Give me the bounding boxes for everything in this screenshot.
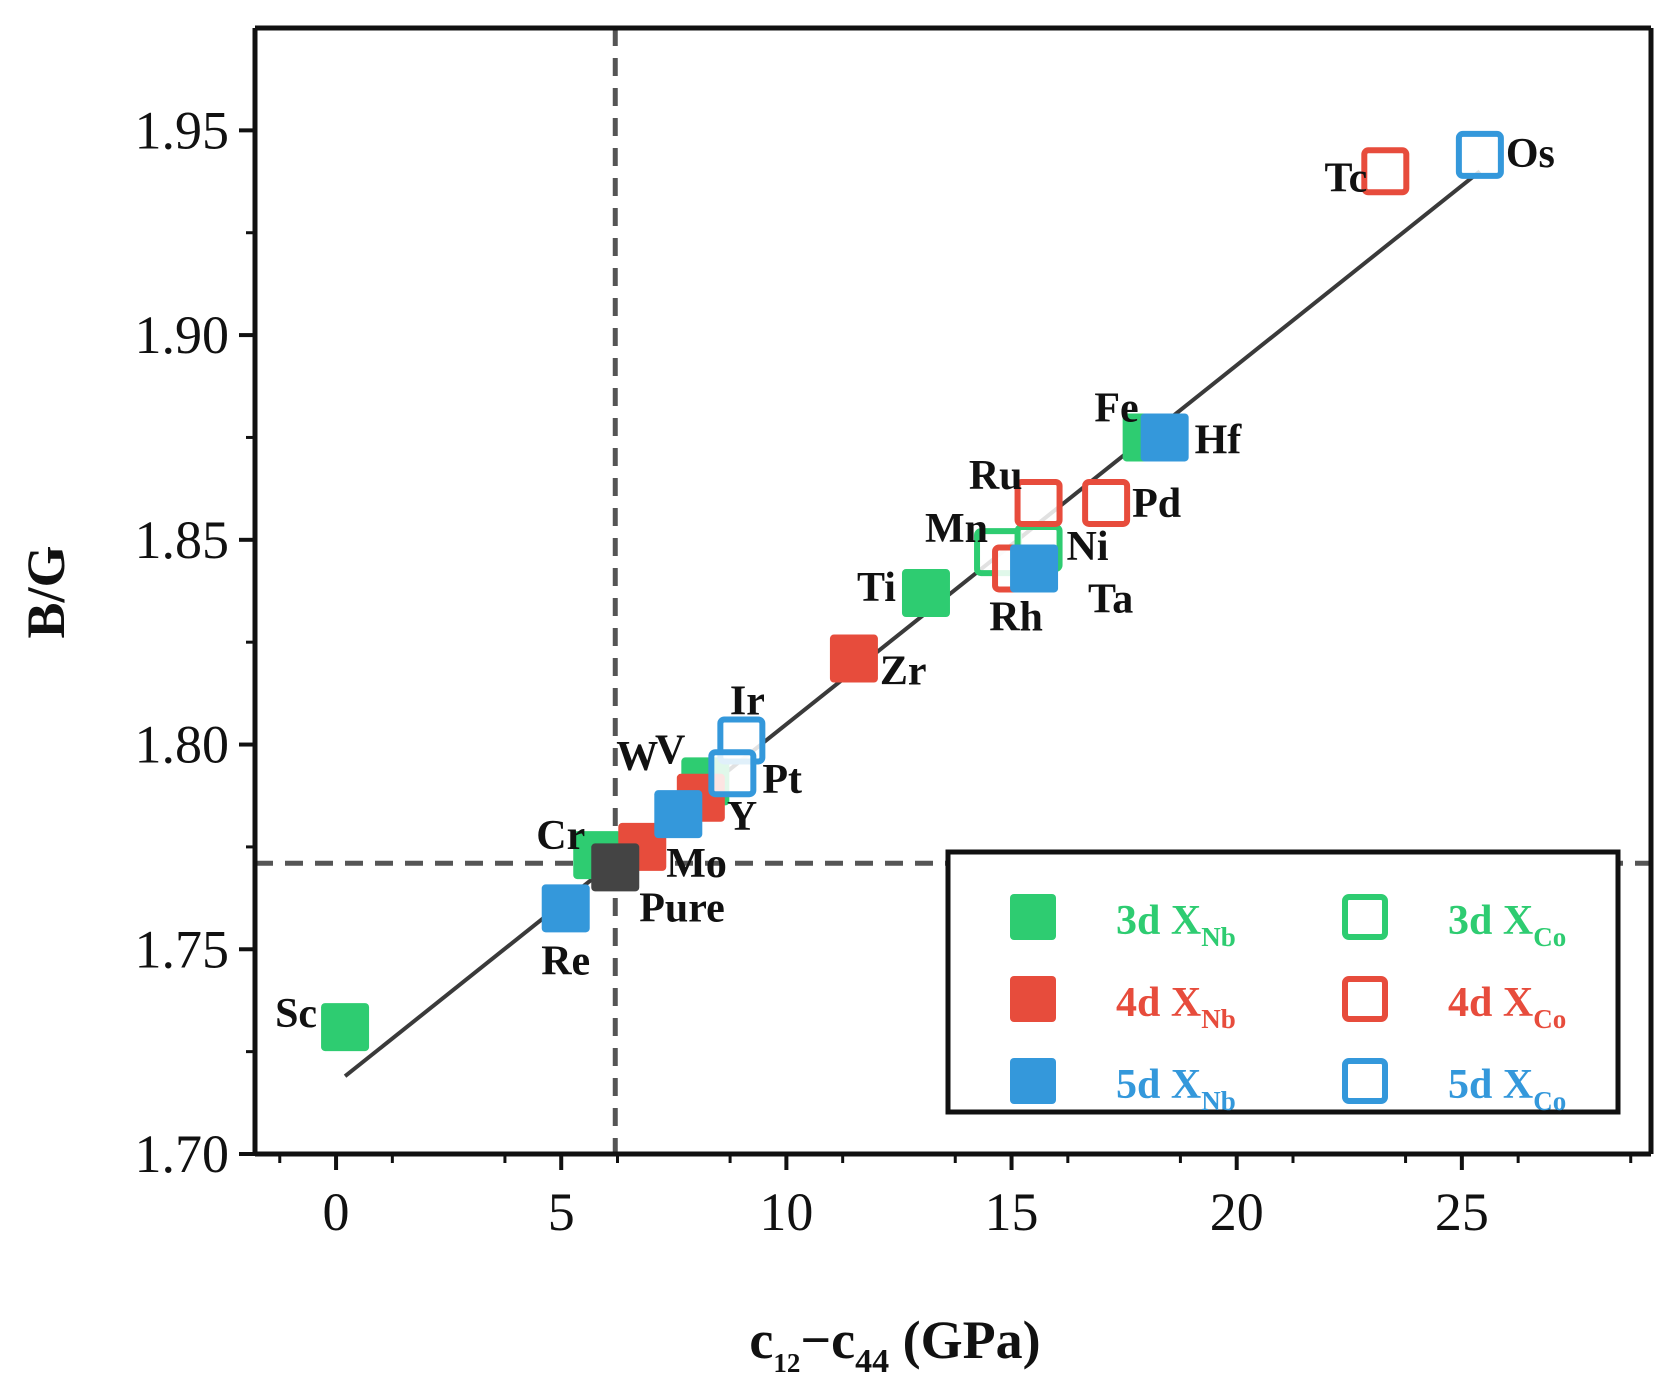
legend-label-4d-co: 4d XCo xyxy=(1448,980,1566,1034)
label-fe: Fe xyxy=(1094,385,1138,431)
label-ir: Ir xyxy=(730,678,765,724)
label-pt: Pt xyxy=(762,757,802,803)
x-axis-title: c12−c44 (GPa) xyxy=(749,1310,1040,1380)
point-sc xyxy=(321,1003,370,1052)
label-ta: Ta xyxy=(1088,576,1133,622)
legend-marker-3d-open xyxy=(1342,894,1388,940)
y-tick-label: 1.75 xyxy=(135,919,230,979)
legend-marker-4d-filled xyxy=(1010,976,1056,1022)
point-ti xyxy=(901,569,950,618)
legend-marker-5d-filled xyxy=(1010,1058,1056,1104)
label-v: V xyxy=(655,727,685,773)
point-ta xyxy=(1010,544,1059,593)
x-tick-label: 10 xyxy=(759,1182,813,1242)
legend: 3d XNb 3d XCo 4d XNb 4d XCo 5d XNb 5d XCo xyxy=(945,849,1621,1116)
legend-marker-5d-open xyxy=(1342,1058,1388,1104)
label-mn: Mn xyxy=(925,506,988,552)
label-pd: Pd xyxy=(1132,481,1181,527)
x-tick-label: 0 xyxy=(323,1182,350,1242)
label-os: Os xyxy=(1506,131,1555,177)
legend-label-3d-co: 3d XCo xyxy=(1448,898,1566,952)
point-re xyxy=(541,884,590,933)
legend-label-5d-nb: 5d XNb xyxy=(1116,1062,1236,1116)
point-pure xyxy=(591,843,640,892)
linear-fit-line xyxy=(343,169,1482,1078)
y-axis-title: B/G xyxy=(16,545,76,638)
label-ti: Ti xyxy=(857,565,896,611)
x-tick-label: 5 xyxy=(548,1182,575,1242)
x-tick-label: 20 xyxy=(1210,1182,1264,1242)
point-os xyxy=(1455,130,1504,179)
label-hf: Hf xyxy=(1195,417,1243,463)
label-rh: Rh xyxy=(989,594,1043,640)
label-tc: Tc xyxy=(1324,155,1367,201)
y-tick-label: 1.95 xyxy=(135,100,230,160)
point-pd xyxy=(1082,478,1131,527)
label-pure: Pure xyxy=(639,885,725,931)
legend-label-5d-co: 5d XCo xyxy=(1448,1062,1566,1116)
fit-line-layer xyxy=(343,169,1482,1078)
label-zr: Zr xyxy=(880,649,927,695)
point-tc xyxy=(1361,147,1410,196)
legend-marker-4d-open xyxy=(1342,976,1388,1022)
y-tick-label: 1.70 xyxy=(135,1124,230,1184)
x-tick-label: 15 xyxy=(985,1182,1039,1242)
axes: 0 5 10 15 20 25 1.70 1.75 1.80 1.85 1.90 1.95 xyxy=(135,25,1654,1242)
label-cr: Cr xyxy=(536,813,585,859)
label-ni: Ni xyxy=(1067,524,1109,570)
y-tick-label: 1.90 xyxy=(135,305,230,365)
point-pt xyxy=(708,749,757,798)
label-y: Y xyxy=(727,794,757,840)
legend-box xyxy=(945,849,1621,1115)
legend-label-3d-nb: 3d XNb xyxy=(1116,898,1236,952)
data-points xyxy=(321,130,1504,1052)
y-tick-label: 1.80 xyxy=(135,715,230,775)
point-hf xyxy=(1140,413,1189,462)
label-ru: Ru xyxy=(969,453,1023,499)
point-zr xyxy=(829,634,878,683)
label-w: W xyxy=(616,734,658,780)
point-ru xyxy=(1014,478,1063,527)
point-w xyxy=(654,790,703,839)
legend-label-4d-nb: 4d XNb xyxy=(1116,980,1236,1034)
label-mo: Mo xyxy=(666,841,727,887)
x-tick-label: 25 xyxy=(1435,1182,1489,1242)
label-re: Re xyxy=(541,938,590,984)
legend-marker-3d-filled xyxy=(1010,894,1056,940)
label-sc: Sc xyxy=(275,991,317,1037)
point-labels: Sc Ti V Cr Fe Mn Ni Zr YMo Tc Ru Pd Rh Hf Ta W Re Os Ir Pt P… xyxy=(275,131,1555,1037)
y-tick-label: 1.85 xyxy=(135,510,230,570)
